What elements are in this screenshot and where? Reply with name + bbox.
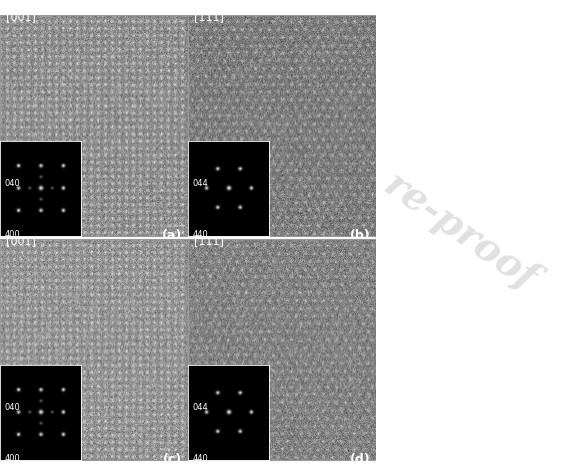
- Text: [111]: [111]: [193, 236, 223, 246]
- Text: (d): (d): [350, 453, 371, 465]
- Text: [001]: [001]: [6, 12, 36, 22]
- Text: re-proof: re-proof: [377, 166, 544, 299]
- Text: (a): (a): [162, 229, 182, 242]
- Text: (c): (c): [163, 453, 182, 465]
- Text: [001]: [001]: [6, 236, 36, 246]
- Text: [111]: [111]: [193, 12, 223, 22]
- Text: (b): (b): [350, 229, 371, 242]
